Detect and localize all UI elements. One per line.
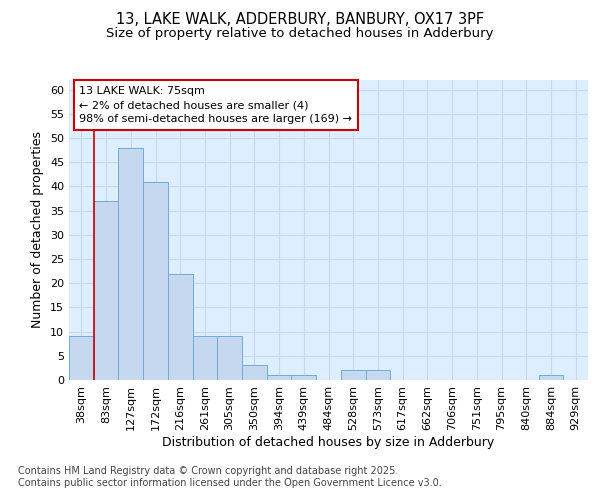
X-axis label: Distribution of detached houses by size in Adderbury: Distribution of detached houses by size …	[163, 436, 494, 448]
Bar	[242, 366, 267, 380]
Text: Size of property relative to detached houses in Adderbury: Size of property relative to detached ho…	[106, 28, 494, 40]
Text: 13, LAKE WALK, ADDERBURY, BANBURY, OX17 3PF: 13, LAKE WALK, ADDERBURY, BANBURY, OX17 …	[116, 12, 484, 28]
Bar	[69, 336, 94, 380]
Bar	[118, 148, 143, 380]
Bar	[341, 370, 365, 380]
Bar	[365, 370, 390, 380]
Text: 13 LAKE WALK: 75sqm
← 2% of detached houses are smaller (4)
98% of semi-detached: 13 LAKE WALK: 75sqm ← 2% of detached hou…	[79, 86, 352, 124]
Bar	[143, 182, 168, 380]
Bar	[168, 274, 193, 380]
Bar	[292, 375, 316, 380]
Bar	[539, 375, 563, 380]
Bar	[217, 336, 242, 380]
Bar	[193, 336, 217, 380]
Bar	[94, 201, 118, 380]
Text: Contains HM Land Registry data © Crown copyright and database right 2025.
Contai: Contains HM Land Registry data © Crown c…	[18, 466, 442, 487]
Bar	[267, 375, 292, 380]
Y-axis label: Number of detached properties: Number of detached properties	[31, 132, 44, 328]
